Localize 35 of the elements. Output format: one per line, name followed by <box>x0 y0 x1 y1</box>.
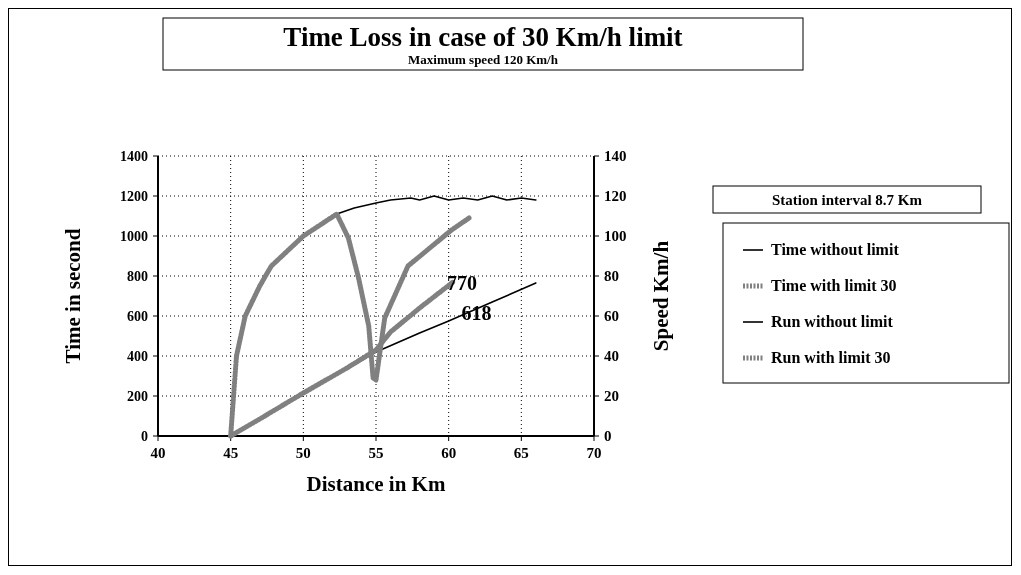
chart-subtitle: Maximum speed 120 Km/h <box>408 52 559 67</box>
y2-tick-label: 20 <box>604 388 619 404</box>
annotation: 770 <box>447 272 478 294</box>
x-tick-label: 65 <box>513 445 529 461</box>
y2-axis-title: Speed Km/h <box>649 240 673 352</box>
x-tick-label: 70 <box>586 445 602 461</box>
y-tick-label: 1400 <box>120 149 148 164</box>
y2-tick-label: 120 <box>604 188 627 204</box>
legend-label: Time with limit 30 <box>771 277 897 294</box>
x-tick-label: 40 <box>150 445 166 461</box>
x-tick-label: 55 <box>368 445 384 461</box>
y2-tick-label: 40 <box>604 348 619 364</box>
y-tick-label: 0 <box>141 429 148 444</box>
x-tick-label: 45 <box>223 445 239 461</box>
legend-label: Run without limit <box>771 313 894 330</box>
legend-label: Run with limit 30 <box>771 349 891 366</box>
y-tick-label: 1200 <box>120 189 148 204</box>
legend-label: Time without limit <box>771 241 900 258</box>
y2-tick-label: 0 <box>604 428 612 444</box>
x-tick-label: 60 <box>441 445 457 461</box>
y2-tick-label: 100 <box>604 228 627 244</box>
annotation: 618 <box>461 302 492 325</box>
y2-tick-label: 60 <box>604 308 619 324</box>
y-tick-label: 1000 <box>120 229 148 244</box>
chart-title: Time Loss in case of 30 Km/h limit <box>283 22 683 52</box>
y2-tick-label: 80 <box>604 268 619 284</box>
y-tick-label: 400 <box>127 349 148 364</box>
y2-tick-label: 140 <box>604 148 627 164</box>
y-tick-label: 200 <box>127 389 148 404</box>
y-tick-label: 800 <box>127 269 148 284</box>
x-axis-title: Distance in Km <box>306 472 446 496</box>
y-tick-label: 600 <box>127 309 148 324</box>
x-tick-label: 50 <box>295 445 311 461</box>
y-axis-title: Time in second <box>61 228 85 364</box>
text: Station interval 8.7 Km <box>772 192 923 208</box>
